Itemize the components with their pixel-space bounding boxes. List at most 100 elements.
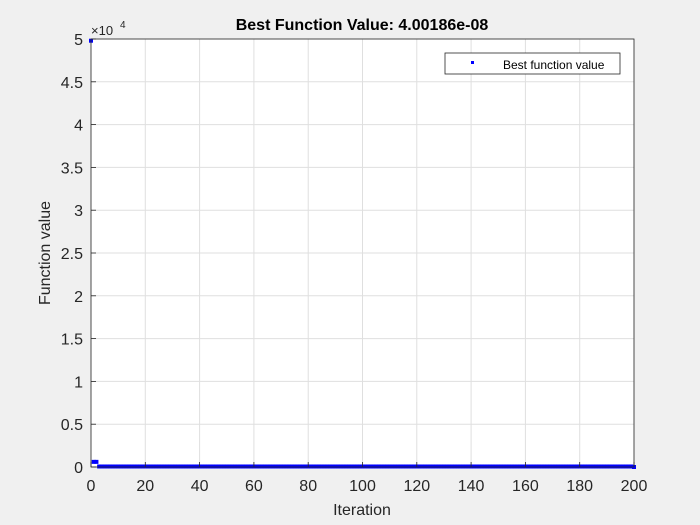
x-tick-label: 20 [136,478,154,495]
data-point [200,464,205,469]
data-point [615,464,620,469]
data-point [390,464,395,469]
data-point [395,464,400,469]
data-point [159,464,164,469]
data-point [485,464,490,469]
data-point [363,464,368,469]
data-point [398,464,403,469]
data-point [97,464,102,469]
data-point [561,464,566,469]
legend-marker [471,61,474,64]
y-exponent-power: 4 [120,20,126,31]
data-point [496,464,501,469]
data-point [599,464,604,469]
data-point [498,464,503,469]
data-point [450,464,455,469]
data-point [170,464,175,469]
data-point [276,464,281,469]
data-point [357,464,362,469]
data-point [474,464,479,469]
data-point [322,464,327,469]
data-point [298,464,303,469]
legend-box [444,52,621,75]
data-point [175,464,180,469]
data-point [574,464,579,469]
x-tick-label: 180 [566,478,593,495]
data-point [607,464,612,469]
data-point [439,464,444,469]
data-point [610,464,615,469]
data-point [629,464,634,469]
data-point [243,464,248,469]
data-point [547,464,552,469]
data-point [393,464,398,469]
data-point [208,464,213,469]
data-point [127,464,132,469]
data-point [113,464,118,469]
data-point [384,464,389,469]
data-point [156,464,161,469]
data-point [420,464,425,469]
y-axis: 0 0.5 1 1.5 2 2.5 3 3.5 4 4.5 5 [61,32,96,477]
data-point [241,464,246,469]
data-point [203,464,208,469]
y-tick-label: 1.5 [61,332,83,349]
data-point [417,464,422,469]
y-tick-label: 0 [74,460,83,477]
data-point [224,464,229,469]
x-tick-label: 60 [245,478,263,495]
x-tick-label: 40 [191,478,209,495]
data-point [186,464,191,469]
data-point [612,464,617,469]
data-point [572,464,577,469]
data-point [222,464,227,469]
data-point [591,464,596,469]
data-point [460,464,465,469]
data-point [249,464,254,469]
data-point [368,464,373,469]
data-point [184,464,189,469]
data-point [365,464,370,469]
data-point [132,464,137,469]
y-tick-label: 1 [74,374,83,391]
series-best-function-value [89,38,636,469]
data-point [121,464,126,469]
chart-title: Best Function Value: 4.00186e-08 [236,17,489,34]
data-point [205,464,210,469]
data-point [300,464,305,469]
data-point [463,464,468,469]
data-point [279,464,284,469]
data-point [564,464,569,469]
data-point [273,464,278,469]
data-point [352,464,357,469]
data-point [327,464,332,469]
data-point [509,464,514,469]
data-point [566,464,571,469]
x-axis-label: Iteration [333,502,391,519]
data-point [441,464,446,469]
data-point [602,464,607,469]
data-point [558,464,563,469]
data-point [409,464,414,469]
y-tick-label: 5 [74,32,83,49]
data-point [488,464,493,469]
data-point [162,464,167,469]
data-point [189,464,194,469]
y-tick-label: 3.5 [61,160,83,177]
data-point [230,464,235,469]
data-point [504,464,509,469]
data-point [181,464,186,469]
x-tick-label: 80 [299,478,317,495]
data-point [545,464,550,469]
data-point [466,464,471,469]
data-point [412,464,417,469]
data-point [382,464,387,469]
data-point [213,464,218,469]
y-tick-label: 2.5 [61,246,83,263]
data-point [482,464,487,469]
data-point [401,464,406,469]
data-point [583,464,588,469]
data-point [238,464,243,469]
data-point [262,464,267,469]
data-point [515,464,520,469]
